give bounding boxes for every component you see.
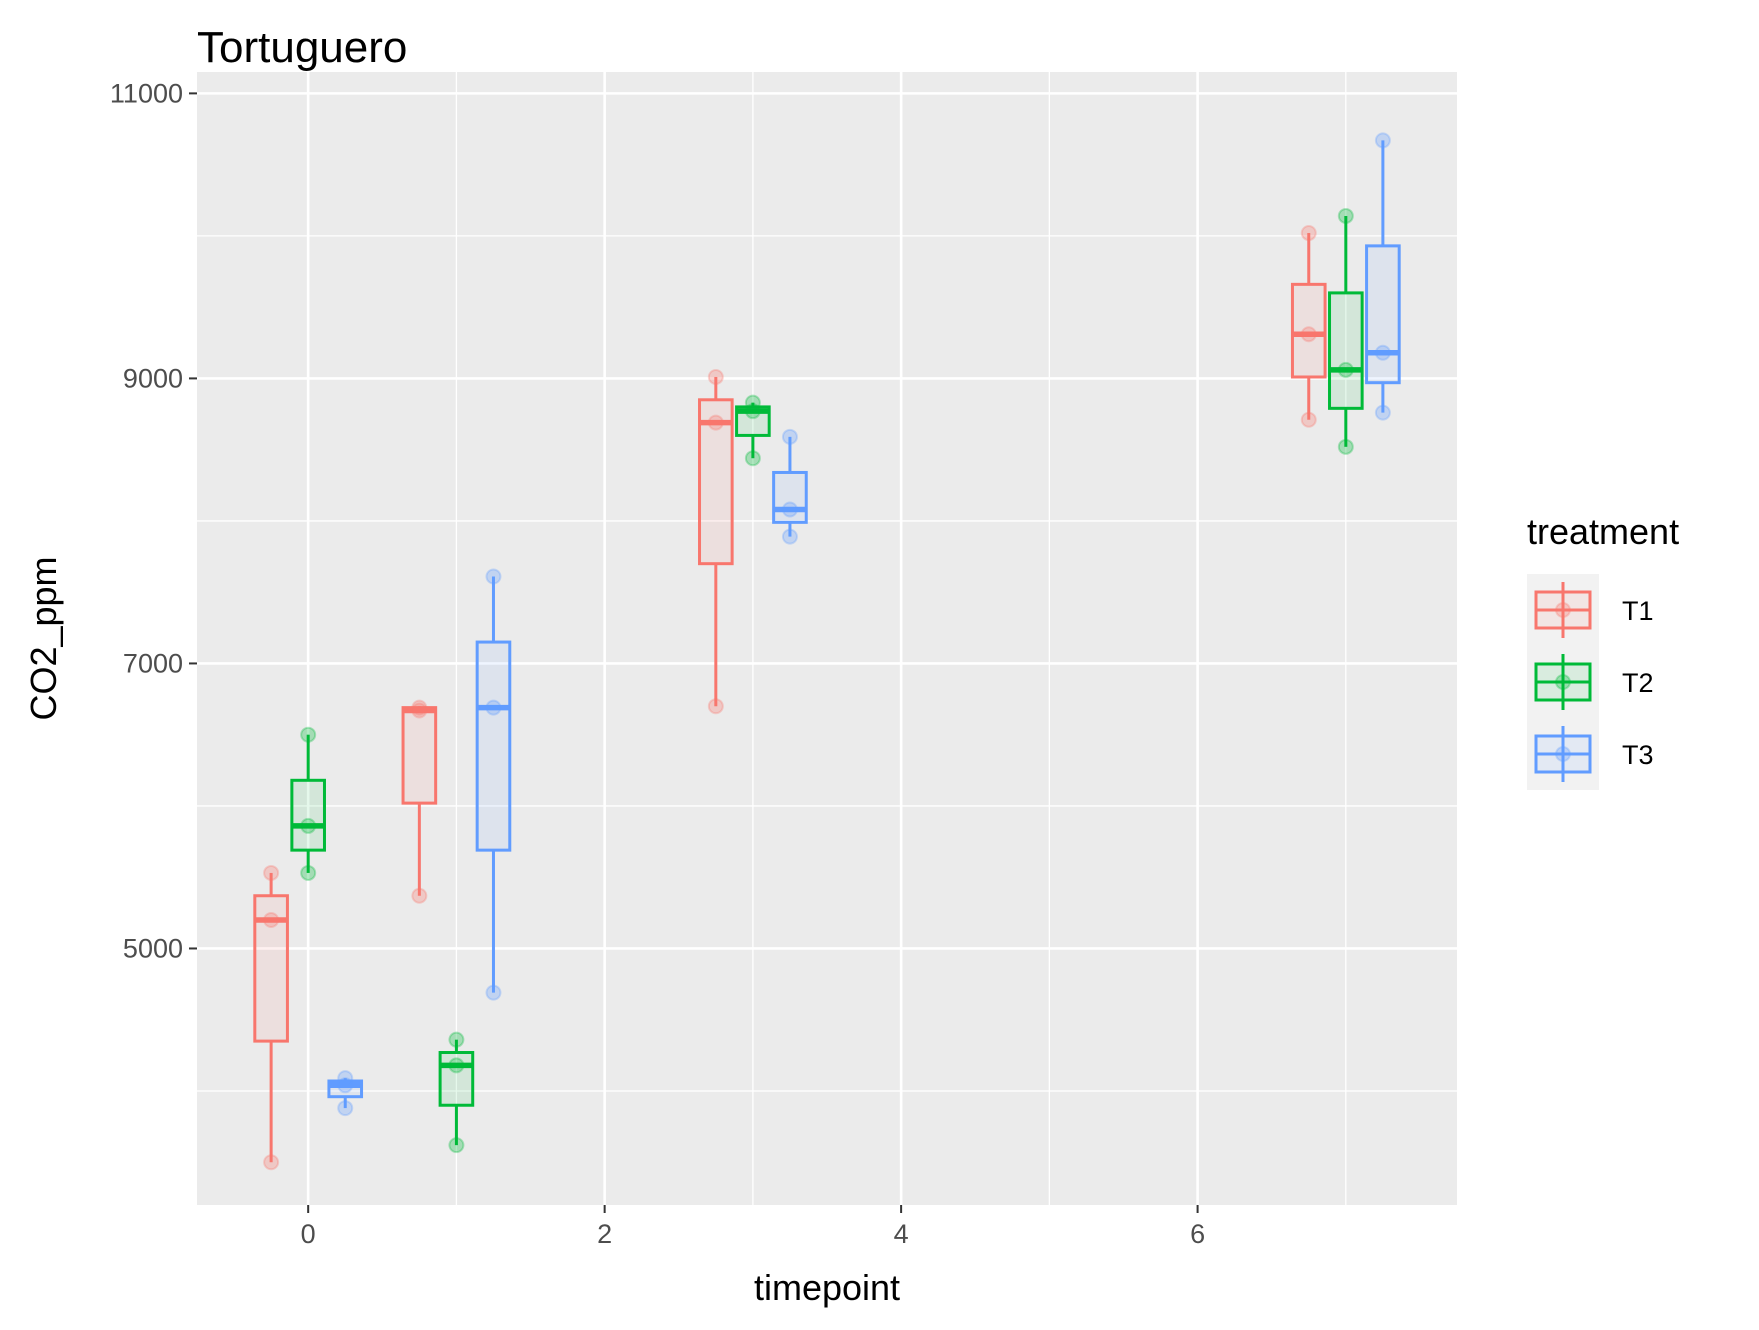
data-point: [707, 698, 724, 715]
box: [1328, 291, 1364, 410]
x-tick-label: 6: [1190, 1219, 1205, 1249]
data-point: [300, 864, 317, 881]
major-gridlines: [197, 72, 1457, 1205]
data-point: [1337, 361, 1354, 378]
data-point: [744, 394, 761, 411]
data-point: [1374, 132, 1391, 149]
box: [772, 470, 808, 524]
x-axis-title: timepoint: [754, 1267, 900, 1308]
legend-key-point: [1555, 674, 1571, 690]
legend-key-point: [1555, 602, 1571, 618]
y-tick-label: 5000: [123, 933, 183, 963]
data-point: [781, 528, 798, 545]
y-axis-title: CO2_ppm: [23, 556, 64, 720]
boxplot-marks: [253, 132, 1401, 1171]
data-point: [1300, 411, 1317, 428]
data-point: [448, 1057, 465, 1074]
x-tick-label: 0: [301, 1219, 316, 1249]
data-point: [263, 864, 280, 881]
data-point: [411, 887, 428, 904]
legend-item-t2: T2: [1527, 646, 1654, 718]
data-point: [448, 1137, 465, 1154]
x-tick-label: 2: [597, 1219, 612, 1249]
data-point: [337, 1070, 354, 1087]
series-t2: [290, 207, 1364, 1154]
data-point: [744, 450, 761, 467]
legend-item-t1: T1: [1527, 574, 1654, 646]
data-point: [707, 414, 724, 431]
box: [698, 398, 734, 566]
box: [438, 1051, 475, 1107]
series-t3: [327, 132, 1401, 1117]
data-point: [1300, 225, 1317, 242]
data-point: [411, 702, 428, 719]
data-point: [1337, 438, 1354, 455]
data-point: [300, 726, 317, 743]
data-point: [1374, 404, 1391, 421]
plot-panel: [197, 72, 1457, 1205]
data-point: [485, 984, 502, 1001]
chart-title: Tortuguero: [197, 23, 407, 72]
data-point: [781, 428, 798, 445]
data-point: [337, 1100, 354, 1117]
data-point: [781, 501, 798, 518]
data-point: [707, 368, 724, 385]
data-point: [485, 568, 502, 585]
data-point: [1374, 344, 1391, 361]
legend-label: T3: [1622, 740, 1654, 770]
x-tick-label: 4: [894, 1219, 909, 1249]
box: [1290, 282, 1327, 379]
legend-label: T1: [1622, 596, 1654, 626]
series-t1: [253, 225, 1327, 1171]
box: [475, 640, 512, 852]
legend-item-t3: T3: [1527, 718, 1654, 790]
data-point: [300, 817, 317, 834]
y-tick-label: 9000: [123, 363, 183, 393]
axes: 0 2 4 6 5000 7000 9000 11000: [110, 78, 1205, 1249]
legend-label: T2: [1622, 668, 1654, 698]
box: [1365, 244, 1401, 385]
data-point: [411, 699, 428, 716]
data-point: [263, 1154, 280, 1171]
y-tick-label: 11000: [110, 78, 183, 108]
box: [290, 778, 326, 852]
data-point: [448, 1031, 465, 1048]
data-point: [744, 403, 761, 420]
data-point: [263, 911, 280, 928]
box: [401, 706, 438, 805]
data-point: [337, 1077, 354, 1094]
legend-key-point: [1555, 746, 1571, 762]
data-point: [485, 699, 502, 716]
data-point: [1337, 207, 1354, 224]
legend: treatment T1 T2 T3: [1527, 511, 1679, 790]
y-tick-label: 7000: [123, 648, 183, 678]
legend-title: treatment: [1527, 511, 1679, 552]
data-point: [1300, 326, 1317, 343]
